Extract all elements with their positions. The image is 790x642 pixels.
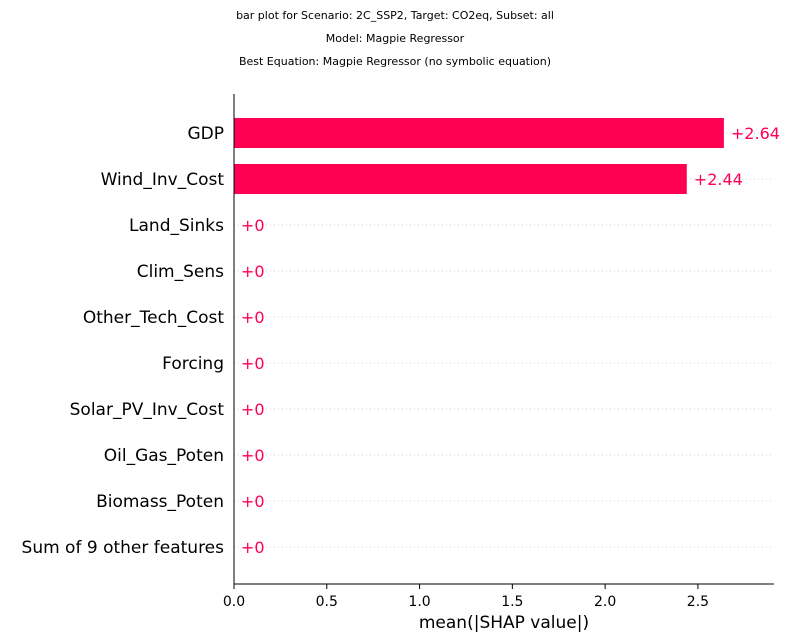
guide-lines — [234, 132, 774, 548]
value-label: +0 — [241, 308, 265, 327]
x-tick-label: 1.5 — [501, 594, 523, 610]
category-label: Sum of 9 other features — [22, 538, 225, 558]
bars — [234, 118, 724, 194]
value-label: +0 — [241, 446, 265, 465]
value-label: +0 — [241, 492, 265, 511]
category-label: Land_Sinks — [129, 216, 224, 236]
x-tick-label: 0.0 — [223, 594, 245, 610]
value-label: +2.44 — [694, 170, 743, 189]
category-label: Clim_Sens — [137, 262, 224, 282]
value-labels: +2.64 +2.44 +0 +0 +0 +0 +0 +0 +0 +0 — [241, 124, 780, 557]
category-label: Biomass_Poten — [96, 492, 224, 512]
category-label: Oil_Gas_Poten — [104, 446, 224, 466]
x-tick-label: 2.5 — [687, 594, 709, 610]
bar — [234, 118, 724, 148]
x-tick-label: 1.0 — [408, 594, 430, 610]
category-label: Solar_PV_Inv_Cost — [70, 400, 225, 420]
value-label: +0 — [241, 354, 265, 373]
category-label: Other_Tech_Cost — [83, 308, 224, 328]
title-line-2: Model: Magpie Regressor — [325, 32, 465, 45]
title-line-3: Best Equation: Magpie Regressor (no symb… — [238, 55, 552, 68]
category-label: GDP — [187, 124, 224, 144]
category-label: Wind_Inv_Cost — [101, 170, 225, 190]
value-label: +0 — [241, 262, 265, 281]
y-axis-labels: GDP Wind_Inv_Cost Land_Sinks Clim_Sens Other… — [22, 124, 225, 558]
x-axis-label: mean(|SHAP value|) — [419, 613, 589, 633]
category-label: Forcing — [162, 354, 224, 374]
title-line-1: bar plot for Scenario: 2C_SSP2, Target: … — [236, 9, 554, 22]
value-label: +0 — [241, 538, 265, 557]
x-axis-ticks: 0.0 0.5 1.0 1.5 2.0 2.5 — [223, 584, 709, 610]
value-label: +0 — [241, 400, 265, 419]
bar — [234, 164, 687, 194]
value-label: +0 — [241, 216, 265, 235]
x-tick-label: 0.5 — [316, 594, 338, 610]
x-tick-label: 2.0 — [594, 594, 616, 610]
value-label: +2.64 — [731, 124, 780, 143]
